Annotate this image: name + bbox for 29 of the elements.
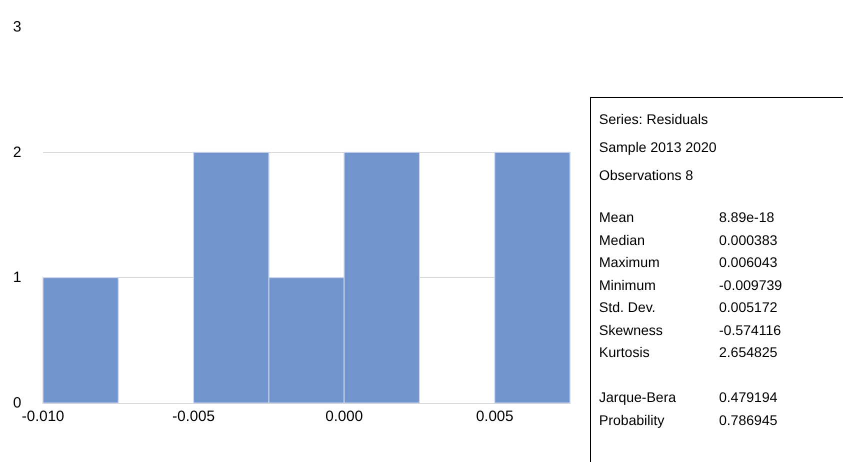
data-label: 0.786945 [719,410,778,430]
category-label: Skewness [599,320,664,340]
category-label: Std. Dev. [599,298,657,317]
x-tick-label: -0.005 [172,408,215,425]
x-tick-label: -0.010 [22,408,64,425]
category-label: Kurtosis [599,343,651,362]
category-label: Jarque-Bera [599,388,678,407]
category-label: Maximum [599,253,661,272]
y-tick-label: 3 [13,18,22,36]
data-label: 0.479194 [719,388,778,407]
data-label: -0.574116 [719,320,782,340]
x-tick-label: 0.000 [325,408,363,425]
category-label: Mean [599,208,636,227]
y-tick-label: 1 [13,269,22,286]
x-tick-label: 0.005 [476,408,514,425]
text: Series: Residuals [599,110,709,129]
data-label: 8.89e-18 [719,208,774,227]
text: Sample 2013 2020 [599,138,718,157]
y-tick-label: 2 [13,144,22,161]
y-tick-label: 0 [13,394,22,412]
data-label: 0.006043 [719,253,778,272]
data-label: 0.005172 [719,298,778,317]
category-label: Probability [599,410,666,430]
data-label: -0.009739 [719,276,782,294]
category-label: Median [599,230,646,250]
category-label: Minimum [599,276,657,294]
data-label: 0.000383 [719,230,778,250]
text: Observations 8 [599,166,694,185]
data-label: 2.654825 [719,343,778,362]
